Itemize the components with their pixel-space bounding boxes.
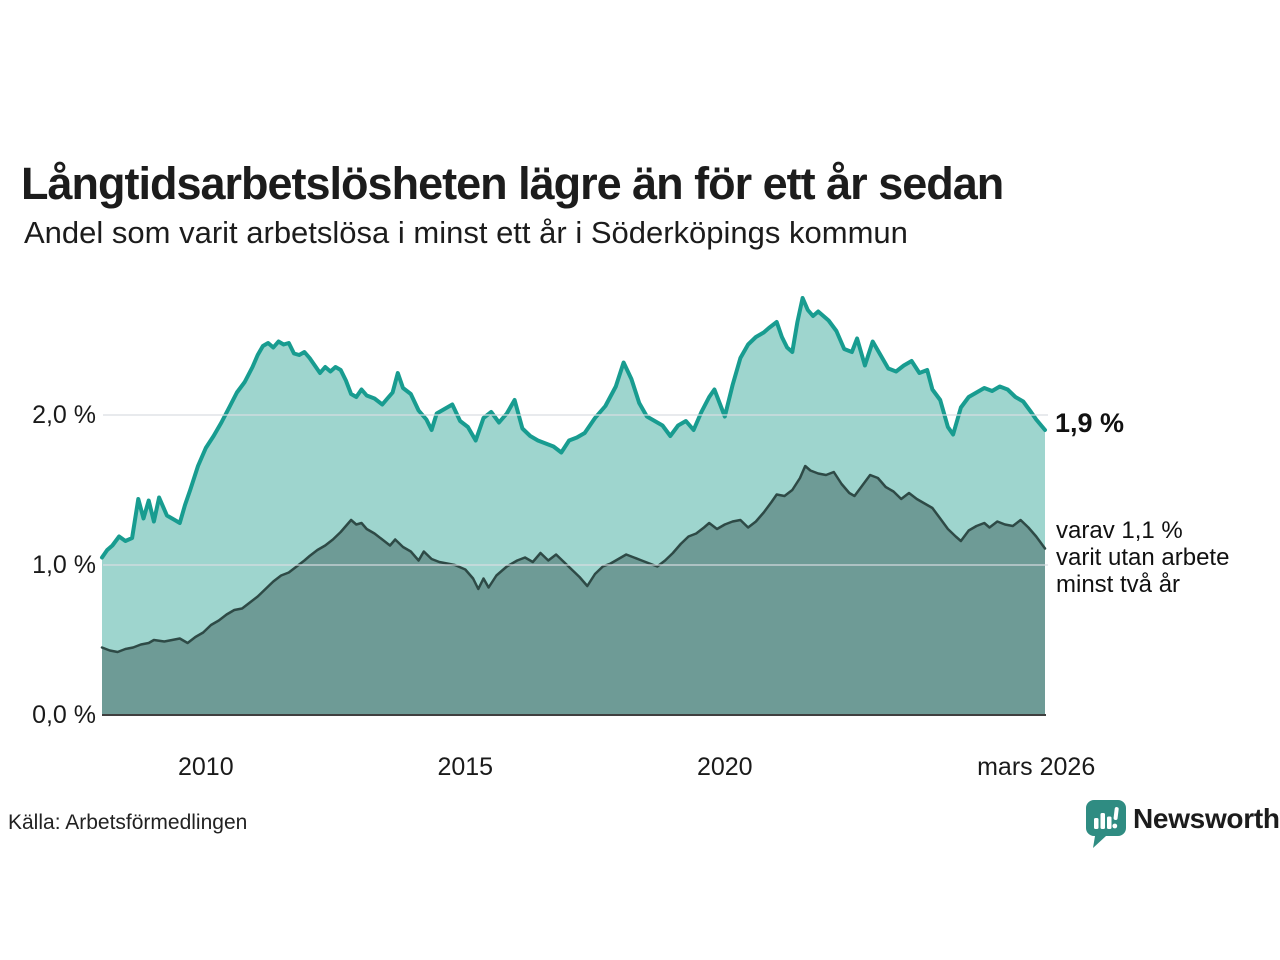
x-tick-label-2010: 2010 — [177, 753, 234, 781]
x-tick-label-2015: 2015 — [437, 753, 494, 781]
annotation-latest-subseries: varav 1,1 % varit utan arbete minst två … — [1056, 517, 1230, 598]
y-tick-label-1,0 %: 1,0 % — [32, 551, 96, 579]
newsworthy-logo: Newsworthy — [1086, 800, 1280, 850]
logo-bar-3 — [1107, 816, 1112, 829]
newsworthy-logo-icon — [1086, 800, 1126, 848]
logo-exclamation-bar — [1113, 807, 1119, 820]
logo-exclamation-dot — [1112, 823, 1118, 829]
series-area-1 — [102, 466, 1045, 715]
logo-bar-1 — [1094, 818, 1099, 829]
x-tick-label-2020: 2020 — [696, 753, 753, 781]
newsworthy-wordmark: Newsworthy — [1133, 803, 1280, 834]
y-tick-label-2,0 %: 2,0 % — [32, 401, 96, 429]
x-tick-label-mars 2026: mars 2026 — [977, 753, 1096, 781]
logo-bubble-shape — [1086, 800, 1126, 848]
series-line-0 — [100, 296, 1047, 560]
source-note: Källa: Arbetsförmedlingen — [8, 811, 248, 834]
y-tick-label-0,0 %: 0,0 % — [32, 701, 96, 729]
page-title: Långtidsarbetslösheten lägre än för ett … — [21, 158, 1004, 210]
page-subtitle: Andel som varit arbetslösa i minst ett å… — [24, 215, 908, 250]
logo-bar-2 — [1100, 813, 1105, 829]
series-line-1 — [100, 464, 1047, 654]
annotation-latest-total: 1,9 % — [1055, 408, 1125, 438]
